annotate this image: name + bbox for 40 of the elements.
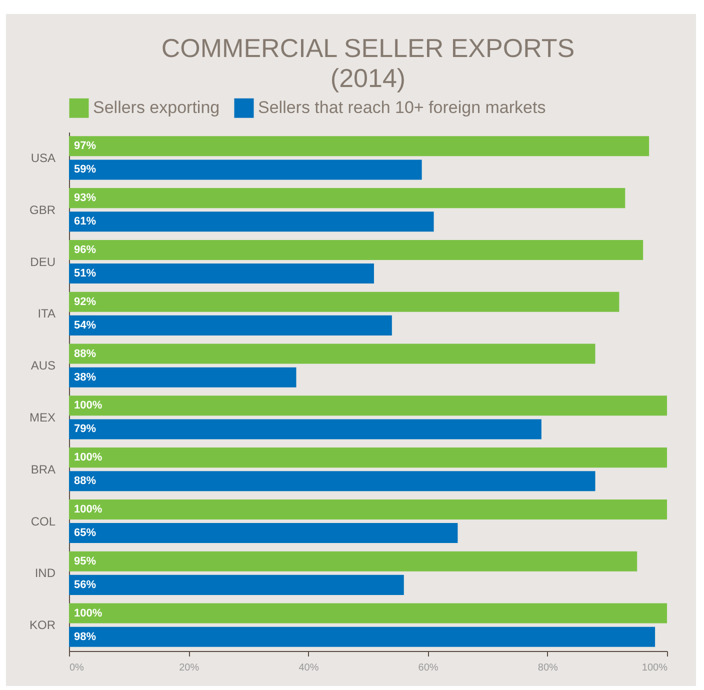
data-label: 79% [74,423,96,436]
data-label: 100% [74,452,102,464]
chart-title: COMMERCIAL SELLER EXPORTS [161,33,575,63]
data-label: 88% [74,475,96,488]
y-tick-label: COL [30,514,56,528]
y-tick-label: KOR [29,618,56,632]
data-label: 88% [74,348,96,360]
data-label: 98% [74,630,96,643]
data-label: 61% [74,216,96,228]
y-tick-label: MEX [29,410,56,424]
x-tick-label: 60% [418,662,438,674]
data-label: 51% [74,268,96,280]
data-label: 56% [74,578,96,591]
y-tick-label: DEU [30,254,56,269]
y-tick-label: ITA [38,306,56,321]
y-tick-label: BRA [30,462,56,476]
y-tick-label: GBR [29,202,56,217]
data-label: 92% [74,296,96,308]
x-tick-label: 20% [179,662,200,674]
y-tick-label: USA [30,150,56,165]
data-label: 100% [74,400,102,412]
data-label: 100% [74,503,102,516]
data-label: 100% [74,607,102,620]
chart-subtitle: (2014) [330,63,406,93]
data-label: 38% [74,371,96,384]
data-label: 59% [74,164,96,176]
y-tick-label: AUS [30,358,56,373]
x-tick-label: 40% [298,662,319,674]
data-label: 93% [74,192,96,204]
y-tick-label: IND [34,566,56,580]
data-label: 95% [74,555,96,568]
data-label: 65% [74,527,96,540]
x-tick-label: 80% [538,662,558,674]
x-tick-label: 0% [70,662,84,674]
legend-label: Sellers exporting [93,98,220,118]
legend-label: Sellers that reach 10+ foreign markets [258,98,546,118]
data-label: 54% [74,319,96,332]
data-label: 97% [74,140,96,152]
data-label: 96% [74,244,96,256]
x-tick-label: 100% [642,662,668,674]
